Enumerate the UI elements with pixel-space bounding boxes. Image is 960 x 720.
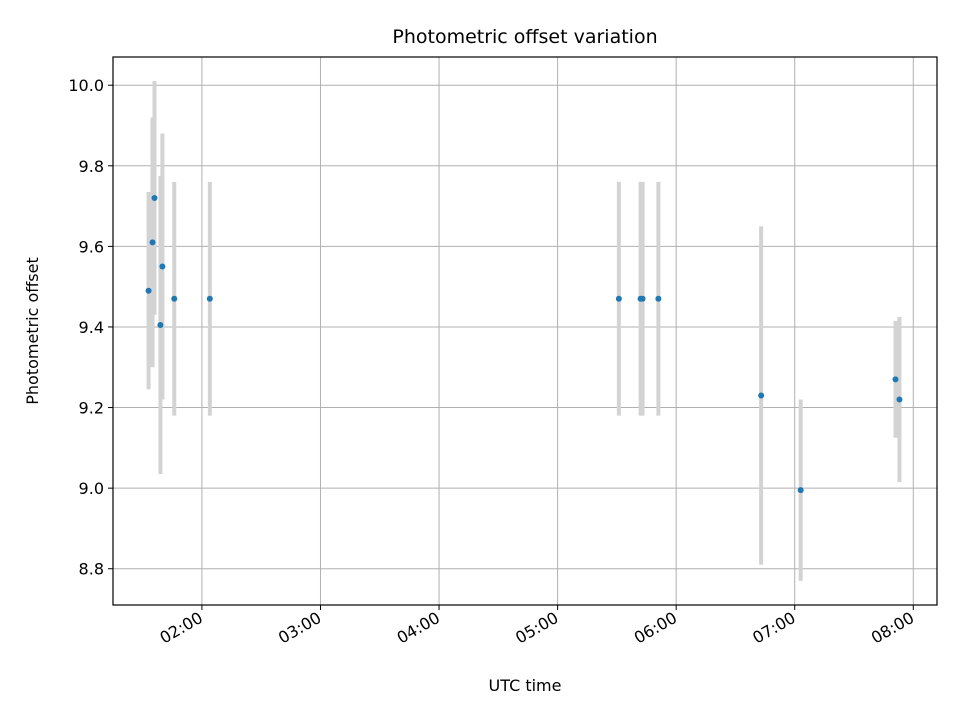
y-tick-label: 9.0: [79, 479, 104, 498]
y-tick-label: 8.8: [79, 560, 104, 579]
y-tick-label: 9.4: [79, 318, 104, 337]
y-tick-label: 9.8: [79, 157, 104, 176]
chart-title: Photometric offset variation: [392, 26, 657, 48]
data-point: [206, 295, 213, 302]
x-tick-label: 02:00: [156, 608, 205, 648]
error-bars: [146, 81, 902, 581]
data-point: [171, 295, 178, 302]
data-point: [797, 487, 804, 494]
x-tick-label: 08:00: [868, 608, 917, 648]
data-points: [145, 195, 903, 494]
y-tick-label: 10.0: [68, 76, 104, 95]
data-point: [892, 376, 899, 383]
grid: [113, 57, 937, 605]
y-axis: 8.8 9.0 9.2 9.4 9.6 9.8 10.0: [68, 76, 113, 579]
data-point: [149, 239, 156, 246]
x-axis: 02:00 03:00 04:00 05:00 06:00 07:00 08:00: [156, 605, 917, 648]
data-point: [145, 287, 152, 294]
data-point: [639, 295, 646, 302]
y-tick-label: 9.2: [79, 399, 104, 418]
y-axis-label: Photometric offset: [23, 257, 42, 405]
x-tick-label: 06:00: [631, 608, 680, 648]
data-point: [159, 263, 166, 270]
data-point: [655, 295, 662, 302]
x-tick-label: 07:00: [749, 608, 798, 648]
plot-frame: [112, 56, 938, 606]
data-point: [758, 392, 765, 399]
y-tick-label: 9.6: [79, 237, 104, 256]
data-point: [151, 195, 158, 202]
x-axis-label: UTC time: [489, 676, 562, 695]
x-tick-label: 05:00: [512, 608, 561, 648]
data-point: [896, 396, 903, 403]
x-tick-label: 04:00: [394, 608, 443, 648]
data-point: [615, 295, 622, 302]
x-tick-label: 03:00: [275, 608, 324, 648]
data-point: [157, 321, 164, 328]
